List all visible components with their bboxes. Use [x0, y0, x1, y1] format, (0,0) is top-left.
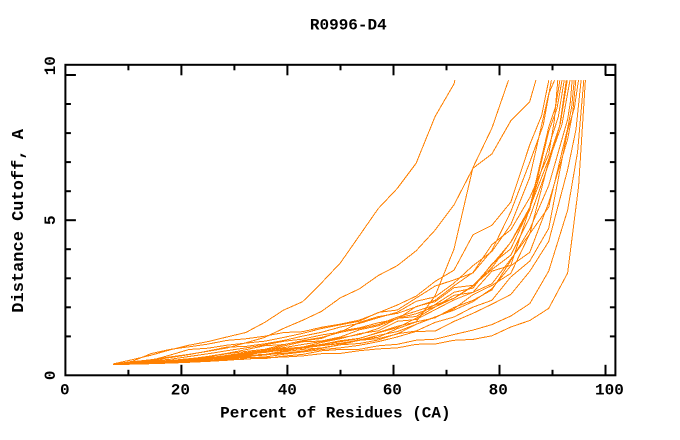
- svg-text:100: 100: [595, 382, 624, 400]
- svg-text:60: 60: [383, 382, 402, 400]
- svg-text:0: 0: [42, 370, 60, 380]
- svg-text:Distance Cutoff, A: Distance Cutoff, A: [10, 128, 29, 312]
- svg-text:R0996-D4: R0996-D4: [310, 17, 387, 35]
- svg-text:80: 80: [489, 382, 508, 400]
- svg-text:0: 0: [60, 382, 70, 400]
- svg-text:40: 40: [278, 382, 297, 400]
- svg-text:5: 5: [42, 215, 60, 225]
- svg-text:10: 10: [42, 56, 60, 75]
- svg-text:Percent of Residues (CA): Percent of Residues (CA): [220, 405, 450, 423]
- svg-text:20: 20: [171, 382, 190, 400]
